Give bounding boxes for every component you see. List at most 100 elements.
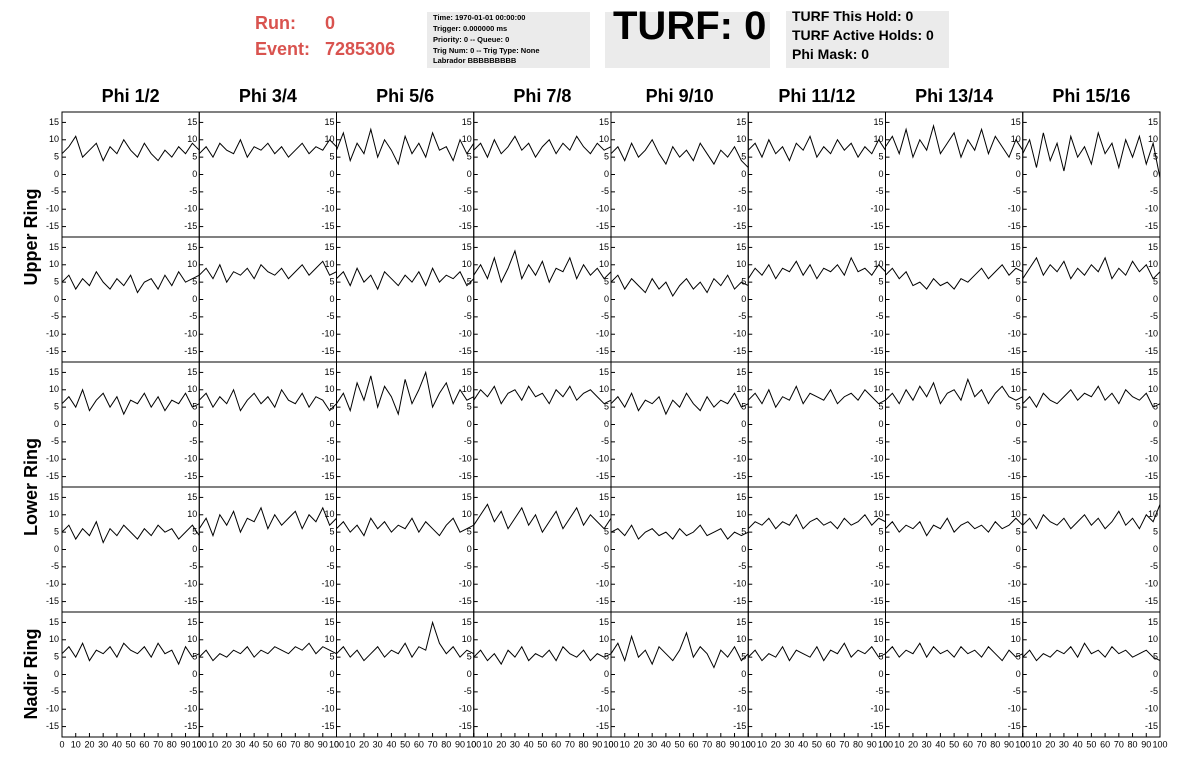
x-tick-label: 100 — [1015, 739, 1030, 749]
y-tick-label: 0 — [54, 169, 59, 179]
y-tick-label: 10 — [1011, 259, 1021, 269]
info-box — [427, 12, 590, 68]
y-tick-label: -15 — [459, 221, 472, 231]
column-header: Phi 1/2 — [102, 86, 160, 106]
y-tick-label: -15 — [733, 221, 746, 231]
panel-frame — [885, 486, 1024, 613]
y-tick-label: 15 — [599, 117, 609, 127]
y-tick-label: -5 — [1150, 186, 1158, 196]
y-tick-label: -5 — [326, 686, 334, 696]
stat-label: TURF Active Holds: — [792, 27, 922, 43]
y-tick-label: 5 — [1016, 527, 1021, 537]
y-tick-label: -15 — [870, 346, 883, 356]
x-tick-label: 90 — [181, 739, 191, 749]
waveform — [747, 134, 886, 162]
y-tick-label: -5 — [326, 436, 334, 446]
y-tick-label: 10 — [736, 259, 746, 269]
y-tick-label: -10 — [184, 204, 197, 214]
y-tick-label: 5 — [1016, 652, 1021, 662]
y-tick-label: 0 — [467, 669, 472, 679]
x-tick-label: 80 — [167, 739, 177, 749]
y-tick-label: 15 — [873, 117, 883, 127]
y-tick-label: -15 — [184, 596, 197, 606]
y-tick-label: -10 — [733, 454, 746, 464]
y-tick-label: -15 — [1008, 346, 1021, 356]
panel-frame — [336, 236, 475, 363]
panel-frame — [198, 611, 337, 738]
y-tick-label: 5 — [1153, 527, 1158, 537]
y-tick-label: 15 — [187, 492, 197, 502]
y-tick-label: 5 — [878, 652, 883, 662]
y-tick-label: -10 — [596, 704, 609, 714]
waveform — [473, 645, 612, 666]
waveform — [610, 524, 749, 540]
y-tick-label: -15 — [459, 346, 472, 356]
y-tick-label: 5 — [878, 152, 883, 162]
x-tick-label: 90 — [318, 739, 328, 749]
waveform — [885, 517, 1024, 537]
x-tick-label: 20 — [496, 739, 506, 749]
panel-frame — [473, 111, 612, 238]
y-tick-label: 10 — [1011, 634, 1021, 644]
y-tick-label: -15 — [733, 596, 746, 606]
y-tick-label: 5 — [329, 277, 334, 287]
turf: TURF: 0 — [613, 4, 766, 48]
y-tick-label: 15 — [49, 117, 59, 127]
y-tick-label: 15 — [873, 492, 883, 502]
y-tick-label: -15 — [321, 721, 334, 731]
y-tick-label: -15 — [321, 471, 334, 481]
y-tick-label: -5 — [189, 186, 197, 196]
y-tick-label: -5 — [464, 686, 472, 696]
y-tick-label: -10 — [46, 204, 59, 214]
y-tick-label: -5 — [1150, 686, 1158, 696]
panel-frame — [198, 111, 337, 238]
y-tick-label: -5 — [326, 561, 334, 571]
x-tick-label: 10 — [1031, 739, 1041, 749]
y-tick-label: -5 — [601, 686, 609, 696]
y-tick-label: 0 — [467, 294, 472, 304]
y-tick-label: 15 — [187, 617, 197, 627]
x-tick-label: 80 — [1128, 739, 1138, 749]
y-tick-label: 0 — [329, 169, 334, 179]
panel-frame — [61, 611, 200, 738]
panel-frame — [473, 611, 612, 738]
y-tick-label: 10 — [1148, 384, 1158, 394]
y-tick-label: 5 — [329, 152, 334, 162]
y-tick-label: -5 — [326, 311, 334, 321]
x-tick-label: 60 — [963, 739, 973, 749]
y-tick-label: 5 — [192, 152, 197, 162]
y-tick-label: -10 — [184, 579, 197, 589]
x-tick-label: 70 — [977, 739, 987, 749]
waveform — [1022, 385, 1161, 409]
y-tick-label: 5 — [1016, 277, 1021, 287]
y-tick-label: 15 — [599, 492, 609, 502]
panel-frame — [61, 111, 200, 238]
y-tick-label: 0 — [878, 669, 883, 679]
y-tick-label: 15 — [736, 492, 746, 502]
panel-frame — [1022, 111, 1161, 238]
y-tick-label: 10 — [736, 384, 746, 394]
y-tick-label: -5 — [189, 311, 197, 321]
y-tick-label: 10 — [324, 634, 334, 644]
y-tick-label: -10 — [1008, 579, 1021, 589]
y-tick-label: 15 — [1011, 242, 1021, 252]
y-tick-label: 10 — [1148, 259, 1158, 269]
ring-label: Upper Ring — [21, 189, 41, 286]
waveform — [473, 503, 612, 534]
x-tick-label: 0 — [1020, 739, 1025, 749]
x-tick-label: 90 — [592, 739, 602, 749]
x-tick-label: 60 — [551, 739, 561, 749]
y-tick-label: 15 — [736, 242, 746, 252]
waveform — [747, 256, 886, 280]
column-header: Phi 5/6 — [376, 86, 434, 106]
x-tick-label: 20 — [84, 739, 94, 749]
y-tick-label: 5 — [741, 277, 746, 287]
y-tick-label: -5 — [51, 686, 59, 696]
x-tick-label: 100 — [466, 739, 481, 749]
info-line: Labrador BBBBBBBBB — [433, 56, 517, 65]
y-tick-label: 15 — [324, 492, 334, 502]
y-tick-label: 0 — [604, 294, 609, 304]
x-tick-label: 40 — [935, 739, 945, 749]
waveform — [61, 642, 200, 666]
y-tick-label: -10 — [596, 579, 609, 589]
